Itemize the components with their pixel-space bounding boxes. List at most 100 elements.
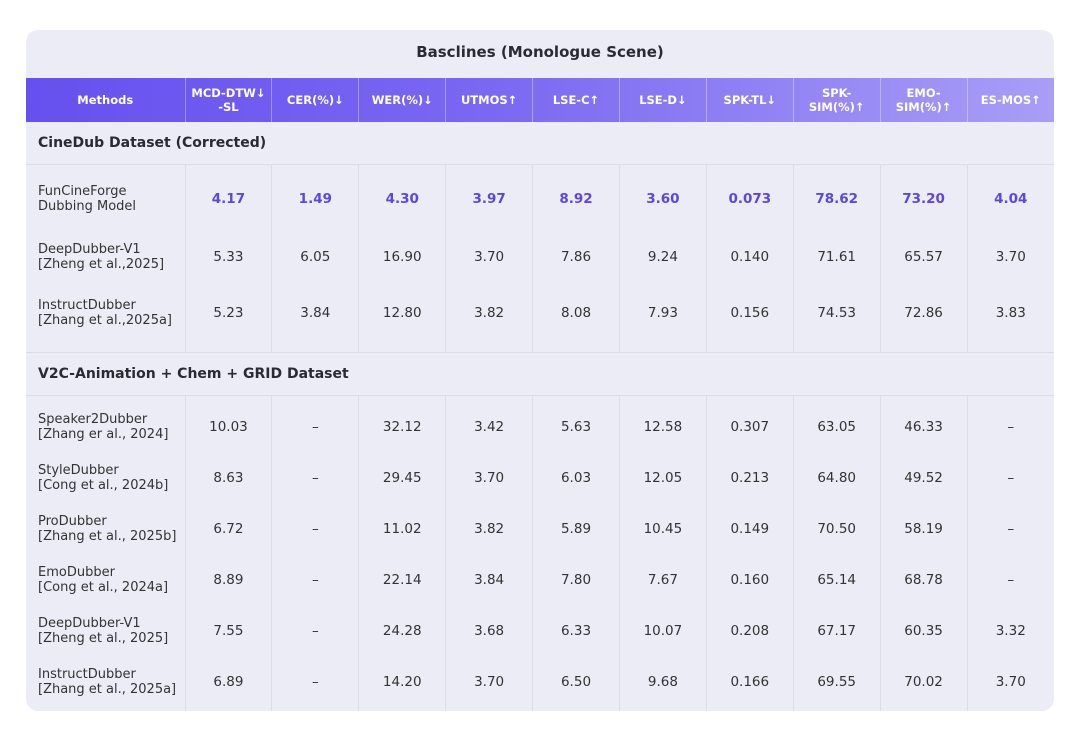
- value-cell: 65.57: [879, 228, 968, 285]
- spacer-cell: [445, 164, 533, 169]
- value-cell: 3.97: [445, 168, 533, 229]
- method-name-line: ProDubber: [38, 514, 107, 529]
- method-cell: InstructDubber [Zhang et al.,2025a]: [26, 285, 185, 341]
- value-cell: 16.90: [358, 228, 446, 285]
- method-cell: StyleDubber [Cong et al., 2024b]: [26, 453, 185, 504]
- value-cell: 7.55: [184, 605, 272, 657]
- value-cell: –: [966, 554, 1054, 606]
- value-cell: 6.05: [271, 228, 359, 285]
- method-name-line: [Zheng et al.,2025]: [38, 256, 165, 272]
- value-cell: 8.89: [184, 554, 272, 606]
- method-name-line: [Cong et al., 2024b]: [38, 478, 169, 493]
- value-cell: 14.20: [358, 656, 446, 708]
- value-cell: 78.62: [792, 168, 881, 229]
- spacer-cell: [705, 164, 794, 169]
- value-cell: 0.307: [705, 401, 794, 453]
- spacer-cell: [705, 340, 794, 353]
- spacer-cell: [618, 340, 707, 353]
- value-cell: 4.30: [358, 168, 446, 229]
- table-row: DeepDubber-V1 [Zheng et al.,2025] 5.33 6.05…: [26, 228, 1054, 285]
- spacer-cell: [271, 164, 359, 169]
- method-cell: Speaker2Dubber [Zhang er al., 2024]: [26, 402, 185, 453]
- value-cell: –: [966, 401, 1054, 453]
- value-cell: 8.63: [184, 452, 272, 504]
- method-name-line: [Zhang et al., 2025b]: [38, 529, 177, 544]
- results-card: Basclines (Monologue Scene) Methods MCD-D…: [26, 30, 1054, 711]
- value-cell: 1.49: [271, 168, 359, 229]
- header-row: Methods MCD-DTW↓ -SL CER(%)↓ WER(%)↓ UTMOS↑ L…: [26, 78, 1054, 122]
- value-cell: 0.166: [705, 656, 794, 708]
- value-cell: 8.08: [532, 284, 620, 341]
- spacer-cell: [705, 707, 794, 711]
- column-header: WER(%)↓: [358, 78, 446, 122]
- value-cell: 24.28: [358, 605, 446, 657]
- method-cell: ProDubber [Zhang et al., 2025b]: [26, 504, 185, 555]
- column-header: EMO-SIM(%)↑: [879, 78, 968, 122]
- table-row: StyleDubber [Cong et al., 2024b] 8.63–29.4…: [26, 452, 1054, 504]
- column-header: ES-MOS↑: [966, 78, 1054, 122]
- spacer-cell: [184, 340, 272, 353]
- value-cell: 49.52: [879, 452, 968, 504]
- value-cell: 73.20: [879, 168, 968, 229]
- value-cell: 5.23: [184, 284, 272, 341]
- value-cell: 7.86: [532, 228, 620, 285]
- spacer-cell: [271, 395, 359, 402]
- value-cell: 11.02: [358, 503, 446, 555]
- value-cell: 3.84: [271, 284, 359, 341]
- method-cell: DeepDubber-V1 [Zheng et al., 2025]: [26, 606, 185, 657]
- value-cell: 67.17: [792, 605, 881, 657]
- spacer-cell: [966, 164, 1054, 169]
- column-header: SPK-TL↓: [705, 78, 794, 122]
- method-name-line: [Zhang et al.,2025a]: [38, 312, 172, 328]
- value-cell: 64.80: [792, 452, 881, 504]
- value-cell: 71.61: [792, 228, 881, 285]
- method-name-line: [Zhang er al., 2024]: [38, 427, 169, 442]
- value-cell: 60.35: [879, 605, 968, 657]
- value-cell: 10.45: [618, 503, 707, 555]
- method-name-line: [Cong et al., 2024a]: [38, 580, 169, 595]
- spacer-cell: [618, 395, 707, 402]
- value-cell: 63.05: [792, 401, 881, 453]
- spacer-cell: [879, 164, 968, 169]
- spacer-row: [26, 340, 1054, 353]
- spacer-cell: [532, 395, 620, 402]
- table-row: DeepDubber-V1 [Zheng et al., 2025] 7.55–24…: [26, 605, 1054, 657]
- value-cell: –: [271, 452, 359, 504]
- value-cell: 3.70: [966, 656, 1054, 708]
- table-row: FunCineForge Dubbing Model 4.17 1.49 4.30 3.9…: [26, 168, 1054, 229]
- value-cell: 0.213: [705, 452, 794, 504]
- table-row: Speaker2Dubber [Zhang er al., 2024] 10.03–…: [26, 401, 1054, 453]
- spacer-cell: [792, 395, 881, 402]
- value-cell: 0.160: [705, 554, 794, 606]
- value-cell: 5.63: [532, 401, 620, 453]
- value-cell: 0.149: [705, 503, 794, 555]
- spacer-cell: [358, 707, 446, 711]
- value-cell: 0.208: [705, 605, 794, 657]
- value-cell: 3.82: [445, 503, 533, 555]
- table-row: InstructDubber [Zhang et al.,2025a] 5.23 3.…: [26, 284, 1054, 341]
- spacer-cell: [879, 340, 968, 353]
- column-header: LSE-D↓: [618, 78, 707, 122]
- column-header: SPK-SIM(%)↑: [792, 78, 881, 122]
- value-cell: –: [271, 401, 359, 453]
- spacer-cell: [358, 340, 446, 353]
- value-cell: 3.70: [966, 228, 1054, 285]
- table-row: ProDubber [Zhang et al., 2025b] 6.72–11.02…: [26, 503, 1054, 555]
- spacer-cell: [358, 395, 446, 402]
- method-name-line: DeepDubber-V1: [38, 241, 141, 257]
- spacer-cell: [271, 340, 359, 353]
- value-cell: 70.02: [879, 656, 968, 708]
- results-table: Methods MCD-DTW↓ -SL CER(%)↓ WER(%)↓ UTMOS↑ L…: [26, 78, 1054, 711]
- spacer-cell: [966, 707, 1054, 711]
- spacer-row: [26, 164, 1054, 169]
- value-cell: 70.50: [792, 503, 881, 555]
- value-cell: 3.32: [966, 605, 1054, 657]
- spacer-cell: [532, 340, 620, 353]
- value-cell: –: [966, 503, 1054, 555]
- value-cell: 58.19: [879, 503, 968, 555]
- method-name-line: InstructDubber: [38, 297, 136, 313]
- value-cell: 9.24: [618, 228, 707, 285]
- value-cell: 7.80: [532, 554, 620, 606]
- value-cell: 3.82: [445, 284, 533, 341]
- method-cell: FunCineForge Dubbing Model: [26, 169, 185, 229]
